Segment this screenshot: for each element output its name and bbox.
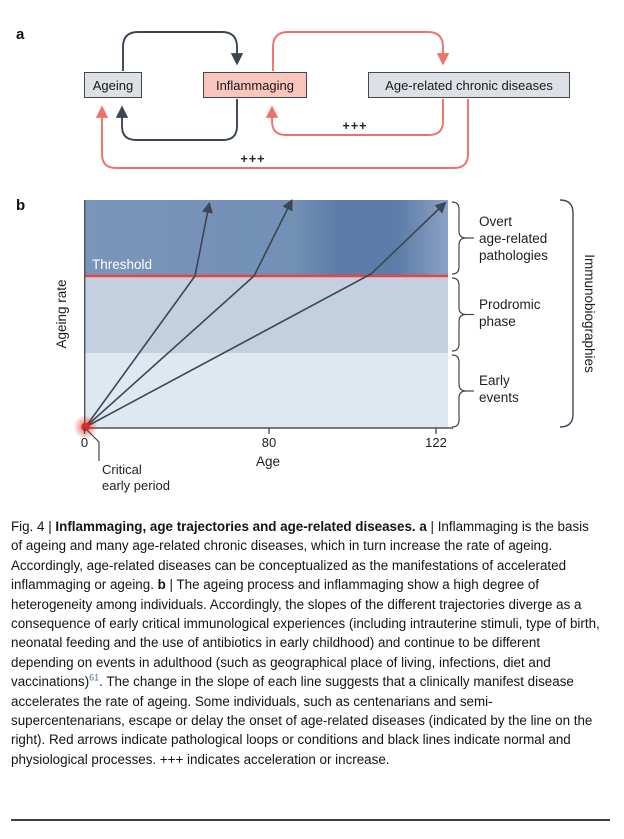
prodromic-label-line2: phase — [479, 314, 516, 329]
black-arrow-ageing-to-inflammaging — [122, 31, 244, 71]
panel-b-plot: Threshold 0 80 122 Age Ageing rate Criti… — [54, 198, 597, 493]
early-label-line2: events — [479, 390, 519, 405]
diseases-box: Age-related chronic diseases — [368, 72, 570, 98]
origin-dot — [81, 422, 90, 432]
inflammaging-box-label: Inflammaging — [215, 77, 295, 93]
red-arrow-inflammaging-to-diseases — [272, 31, 450, 71]
band-overt-pathologies — [84, 200, 448, 276]
panel-b-label: b — [16, 197, 26, 214]
ageing-box-label: Ageing — [92, 77, 134, 93]
panel-a-label: a — [16, 26, 25, 43]
plus-label-inner: +++ — [342, 119, 368, 133]
critical-label-line1: Critical — [102, 462, 142, 477]
immunobiographies-bracket — [559, 199, 574, 428]
x-tick-label-80: 80 — [262, 435, 276, 450]
brace-overt — [451, 201, 467, 275]
caption-text-segment: | Inflammaging is the basis of ageing an… — [11, 519, 589, 593]
brace-early — [451, 354, 467, 428]
red-arrow-diseases-to-ageing — [95, 99, 469, 169]
overt-label-line2: age-related — [479, 231, 547, 246]
red-arrow-diseases-to-inflammaging — [265, 99, 444, 136]
caption-text-segment: Fig. 4 | — [11, 519, 56, 534]
caption-bottom-rule — [11, 819, 610, 821]
ageing-box: Ageing — [84, 72, 142, 98]
early-label-line1: Early — [479, 373, 510, 388]
prodromic-label-line1: Prodromic — [479, 297, 541, 312]
trajectory-line-steep — [84, 201, 213, 428]
band-prodromic-phase — [84, 276, 448, 353]
black-arrow-inflammaging-to-ageing — [115, 99, 238, 141]
y-axis-label: Ageing rate — [54, 279, 69, 348]
caption-text-segment: . The change in the slope of each line s… — [11, 674, 593, 767]
critical-label-line2: early period — [102, 478, 170, 493]
caption-text-segment: Inflammaging, age trajectories and age-r… — [55, 519, 427, 534]
overt-label-line1: Overt — [479, 214, 512, 229]
threshold-label: Threshold — [92, 257, 152, 272]
overt-label-line3: pathologies — [479, 248, 548, 263]
caption-text-segment: | The ageing process and inflammaging sh… — [11, 577, 600, 690]
x-axis-label: Age — [256, 454, 280, 469]
caption-text-segment: b — [157, 577, 166, 593]
diseases-box-label: Age-related chronic diseases — [385, 77, 553, 93]
figure-caption: Fig. 4 | Inflammaging, age trajectories … — [11, 517, 603, 769]
band-early-events — [84, 353, 448, 428]
reference-link-61[interactable]: 61 — [89, 672, 100, 683]
inflammaging-box: Inflammaging — [203, 72, 307, 98]
critical-period-leader-line — [86, 429, 100, 461]
brace-prodromic — [451, 277, 467, 352]
immunobiographies-label: Immunobiographies — [582, 254, 597, 373]
panel-a-diagram — [95, 31, 469, 169]
x-tick-label-0: 0 — [81, 435, 88, 450]
x-tick-label-122: 122 — [425, 435, 447, 450]
trajectory-line-escape — [85, 201, 447, 428]
plus-label-outer: +++ — [240, 152, 266, 166]
trajectory-line-middle — [84, 198, 293, 428]
